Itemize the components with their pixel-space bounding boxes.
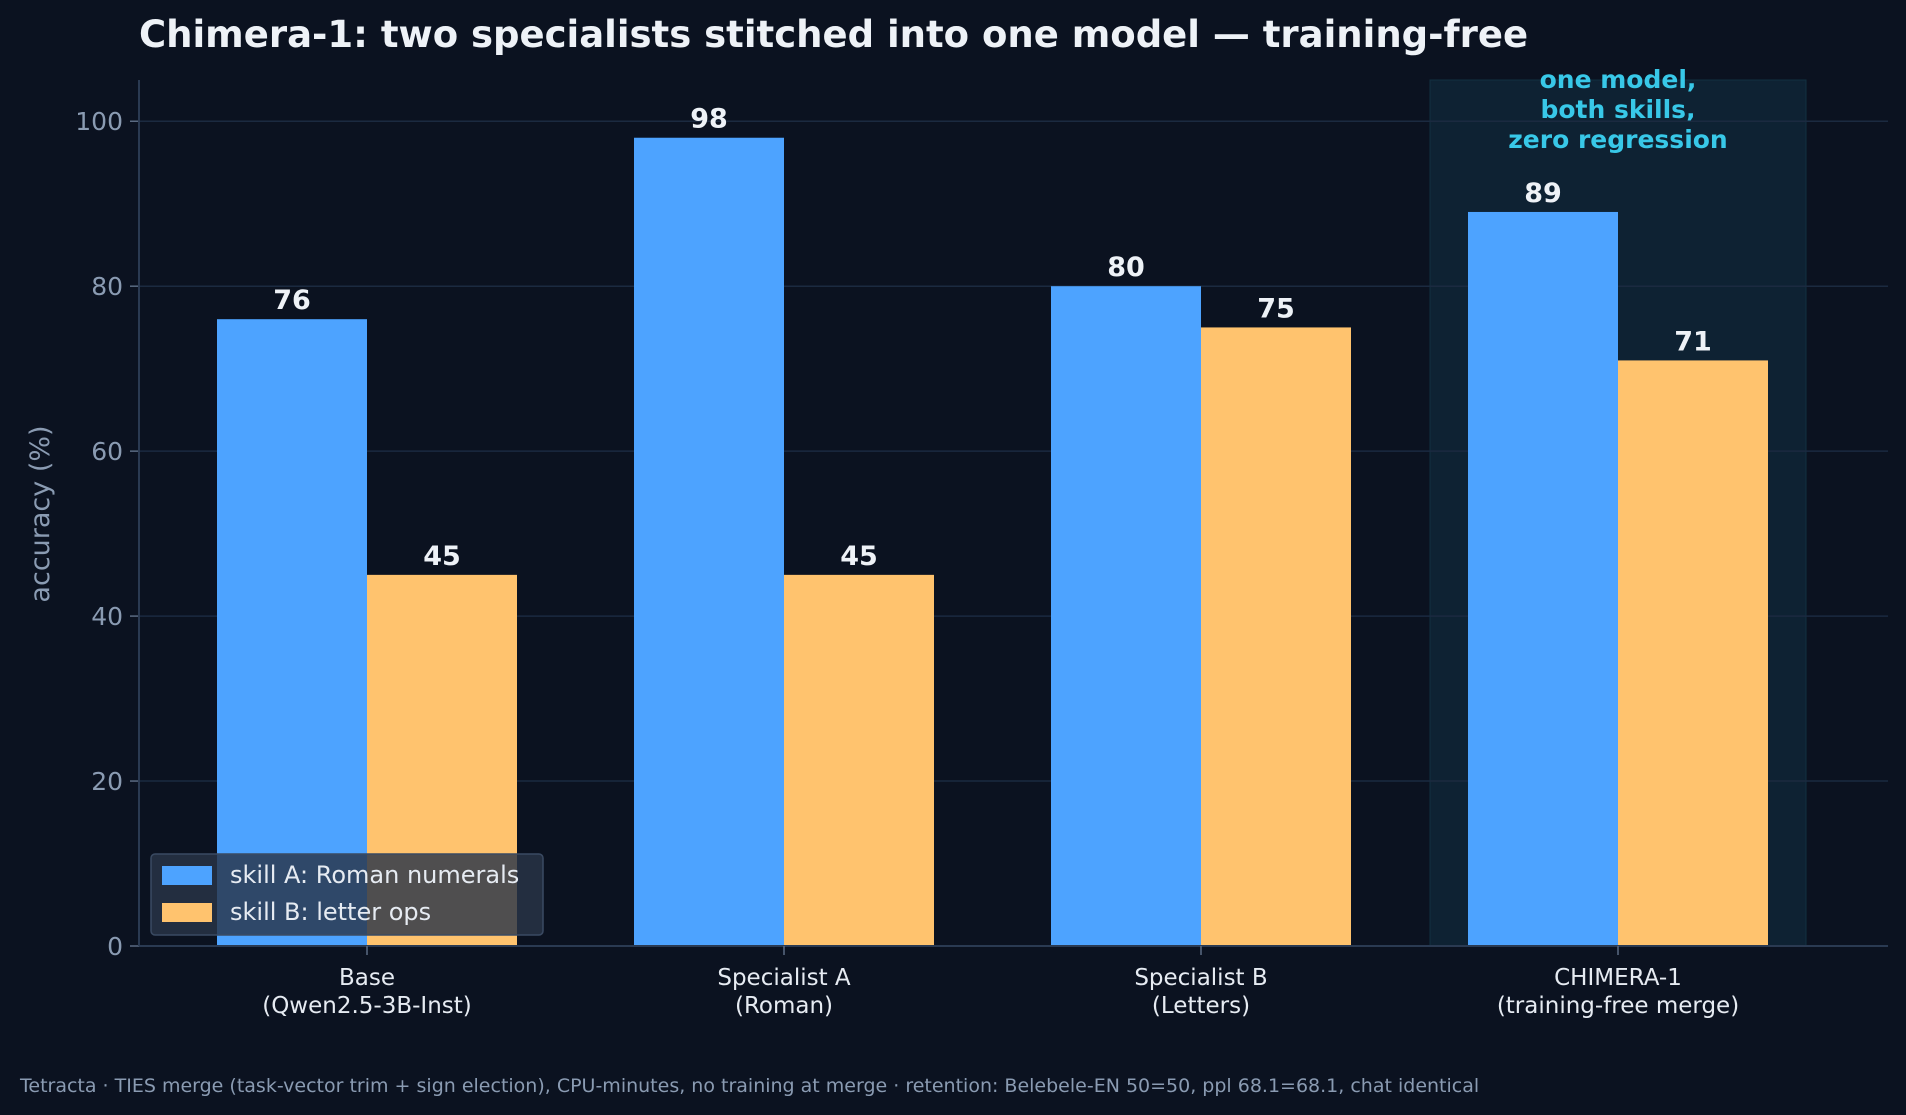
labels-layer: 0 20 40 60 80 100 76 98 80 89 45 45 75 71 Base (Qwen2.5… xyxy=(75,104,1739,1019)
bar-value-label: 89 xyxy=(1524,178,1562,209)
y-tick-label: 20 xyxy=(91,767,123,796)
x-tick-label: CHIMERA-1 (training-free merge) xyxy=(1497,965,1739,1019)
highlight-annotation-line: zero regression xyxy=(1508,125,1727,154)
x-tick-label: Base (Qwen2.5-3B-Inst) xyxy=(262,965,472,1019)
footnote: Tetracta · TIES merge (task-vector trim … xyxy=(19,1075,1479,1097)
legend: skill A: Roman numerals skill B: letter o… xyxy=(150,853,544,936)
bar-value-label: 76 xyxy=(273,285,311,316)
highlight-annotation-line: one model, xyxy=(1540,65,1697,94)
chart-title: Chimera-1: two specialists stitched into… xyxy=(139,13,1528,56)
bar xyxy=(1468,211,1618,946)
bar xyxy=(784,574,934,946)
y-axis-label: accuracy (%) xyxy=(25,425,56,602)
x-tick-label: Specialist B (Letters) xyxy=(1134,965,1267,1019)
y-tick-label: 40 xyxy=(91,602,123,631)
bar xyxy=(217,319,367,947)
bar-value-label: 71 xyxy=(1674,326,1712,357)
bar xyxy=(634,137,784,946)
y-tick-label: 100 xyxy=(75,107,123,136)
bar-value-label: 45 xyxy=(423,541,461,572)
legend-box xyxy=(150,853,544,936)
bar xyxy=(1051,286,1201,946)
legend-entry-label: skill B: letter ops xyxy=(230,898,431,926)
bars-layer xyxy=(217,137,1768,947)
legend-swatch xyxy=(162,903,212,922)
bar-value-label: 80 xyxy=(1107,252,1145,283)
bar xyxy=(1201,327,1351,946)
bar-value-label: 98 xyxy=(690,104,728,135)
legend-swatch xyxy=(162,866,212,885)
highlight-annotation-line: both skills, xyxy=(1540,95,1695,124)
y-tick-label: 0 xyxy=(107,932,123,961)
bar-value-label: 75 xyxy=(1257,293,1295,324)
y-tick-label: 60 xyxy=(91,437,123,466)
x-tick-label: Specialist A (Roman) xyxy=(717,965,851,1019)
bar-value-label: 45 xyxy=(840,541,878,572)
axes-layer xyxy=(138,80,1888,955)
y-tick-label: 80 xyxy=(91,272,123,301)
bar xyxy=(1618,360,1768,946)
legend-entry-label: skill A: Roman numerals xyxy=(230,861,519,889)
